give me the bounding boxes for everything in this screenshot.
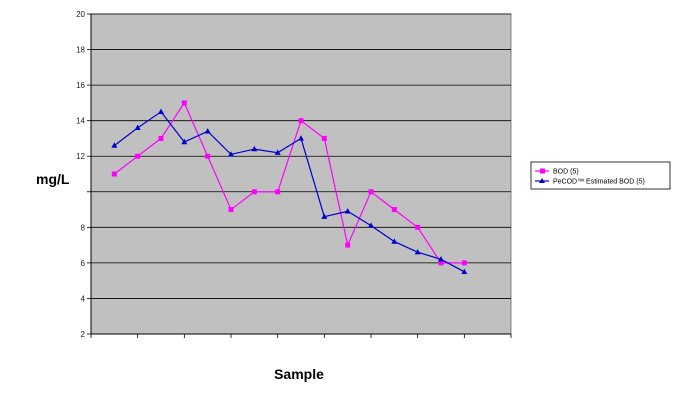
- data-point: [461, 260, 467, 266]
- data-point: [111, 171, 117, 177]
- data-point: [228, 151, 234, 157]
- data-point: [345, 242, 351, 248]
- y-tick-label: 4: [81, 294, 86, 303]
- y-tick-label: 8: [81, 223, 86, 232]
- series-line: [113, 101, 465, 264]
- data-point: [158, 135, 164, 141]
- data-point: [321, 213, 328, 219]
- data-point: [298, 135, 304, 141]
- data-point: [135, 153, 141, 159]
- y-axis-ticks: 2 4 6 8 12 14 16 18 20: [76, 10, 91, 339]
- y-tick-label: 2: [81, 330, 86, 339]
- data-point: [204, 128, 211, 134]
- data-point: [298, 118, 304, 124]
- data-point: [438, 256, 444, 262]
- data-point: [228, 207, 234, 213]
- data-point: [158, 108, 164, 114]
- data-point: [251, 189, 257, 195]
- data-point: [321, 135, 327, 141]
- data-point: [391, 238, 398, 244]
- data-point: [391, 207, 397, 213]
- series-line: [113, 110, 465, 273]
- y-tick-label: 20: [76, 10, 85, 19]
- data-point: [134, 124, 141, 130]
- data-point: [205, 153, 211, 159]
- data-point: [368, 222, 374, 228]
- legend-box: [530, 161, 671, 190]
- legend: BOD (5) PeCOD™ Estimated BOD (5): [530, 161, 671, 190]
- legend-item: PeCOD™ Estimated BOD (5): [535, 178, 645, 186]
- x-axis-title: Sample: [274, 366, 324, 382]
- legend-label: PeCOD™ Estimated BOD (5): [553, 179, 645, 186]
- plot-area: [90, 13, 512, 335]
- y-tick-label: 12: [76, 152, 85, 161]
- series-layer: [111, 100, 468, 274]
- data-point: [275, 189, 281, 195]
- y-tick-label: 18: [76, 46, 85, 55]
- legend-item: BOD (5): [535, 168, 579, 176]
- data-point: [111, 142, 118, 148]
- data-point: [438, 260, 444, 266]
- data-point: [274, 149, 281, 155]
- y-tick-label: 6: [81, 259, 86, 268]
- data-point: [368, 189, 374, 195]
- data-point: [181, 100, 187, 106]
- data-point: [181, 138, 188, 145]
- series-group: [111, 108, 468, 274]
- data-point: [344, 208, 351, 214]
- x-axis-ticks: [90, 14, 512, 338]
- y-tick-label: 16: [76, 81, 85, 90]
- y-tick-label: 14: [76, 117, 85, 126]
- legend-items: BOD (5) PeCOD™ Estimated BOD (5): [535, 168, 645, 186]
- legend-label: BOD (5): [553, 169, 579, 176]
- series-group: [111, 100, 467, 266]
- data-point: [461, 268, 468, 274]
- legend-marker: [540, 168, 545, 174]
- data-point: [415, 224, 421, 230]
- data-point: [414, 249, 421, 255]
- legend-marker: [539, 178, 545, 183]
- data-point: [251, 145, 258, 152]
- y-axis-title: mg/L: [36, 171, 70, 187]
